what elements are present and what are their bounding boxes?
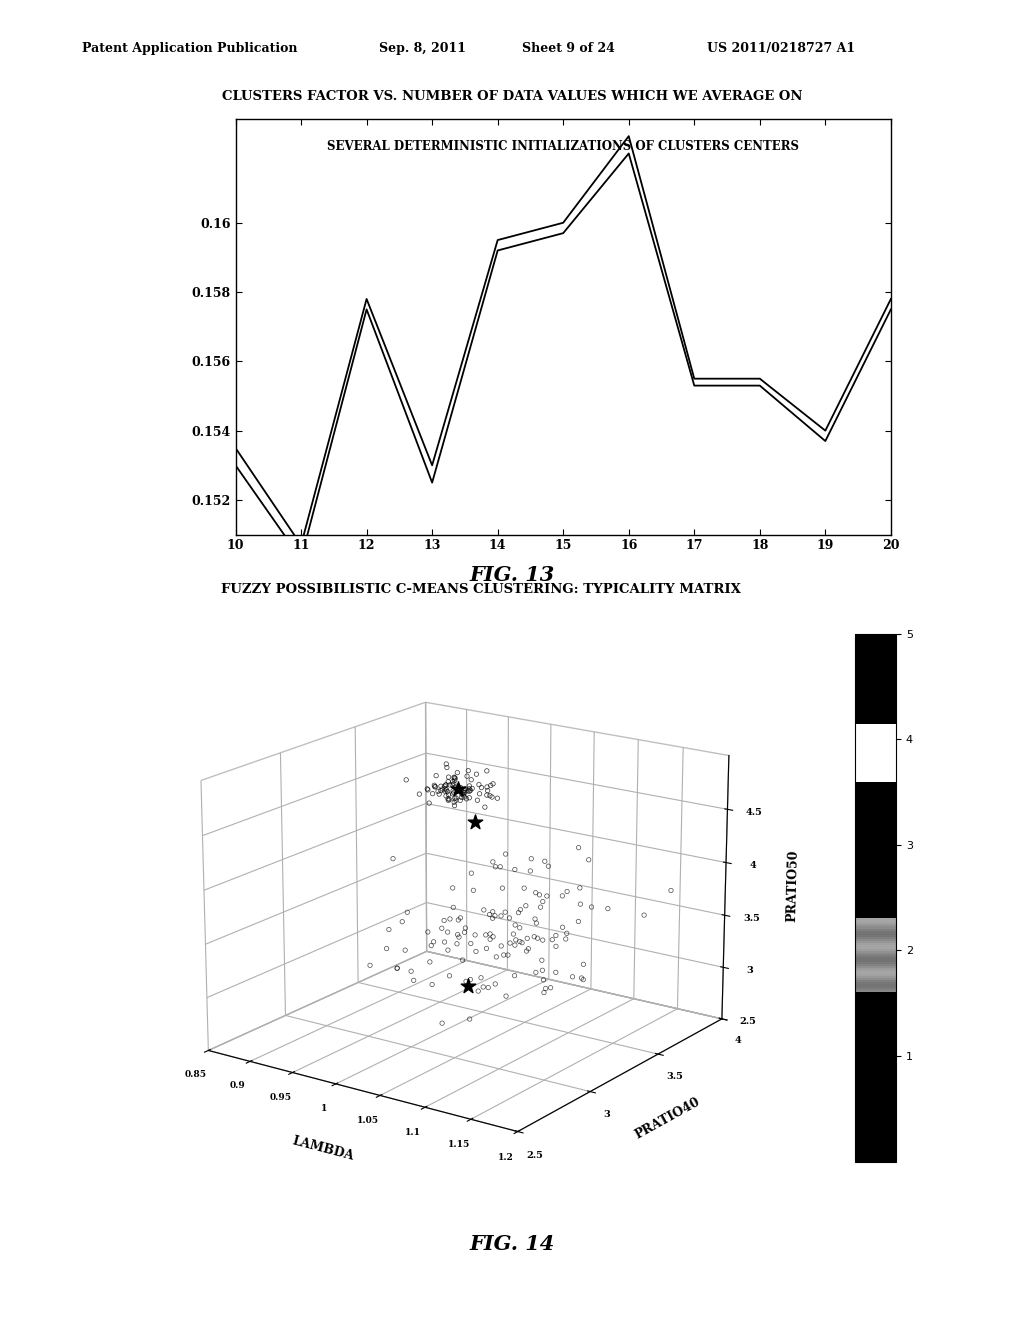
Text: FIG. 14: FIG. 14: [469, 1234, 555, 1254]
Text: CLUSTERS FACTOR VS. NUMBER OF DATA VALUES WHICH WE AVERAGE ON: CLUSTERS FACTOR VS. NUMBER OF DATA VALUE…: [222, 90, 802, 103]
Text: FIG. 13: FIG. 13: [469, 565, 555, 585]
X-axis label: LAMBDA: LAMBDA: [291, 1134, 355, 1163]
Y-axis label: PRATIO40: PRATIO40: [632, 1096, 702, 1142]
Text: Sep. 8, 2011: Sep. 8, 2011: [379, 42, 466, 55]
Text: Sheet 9 of 24: Sheet 9 of 24: [522, 42, 615, 55]
Text: US 2011/0218727 A1: US 2011/0218727 A1: [707, 42, 855, 55]
Text: SEVERAL DETERMINISTIC INITIALIZATIONS OF CLUSTERS CENTERS: SEVERAL DETERMINISTIC INITIALIZATIONS OF…: [328, 140, 799, 153]
Text: Patent Application Publication: Patent Application Publication: [82, 42, 297, 55]
Text: FUZZY POSSIBILISTIC C-MEANS CLUSTERING: TYPICALITY MATRIX: FUZZY POSSIBILISTIC C-MEANS CLUSTERING: …: [221, 583, 741, 597]
